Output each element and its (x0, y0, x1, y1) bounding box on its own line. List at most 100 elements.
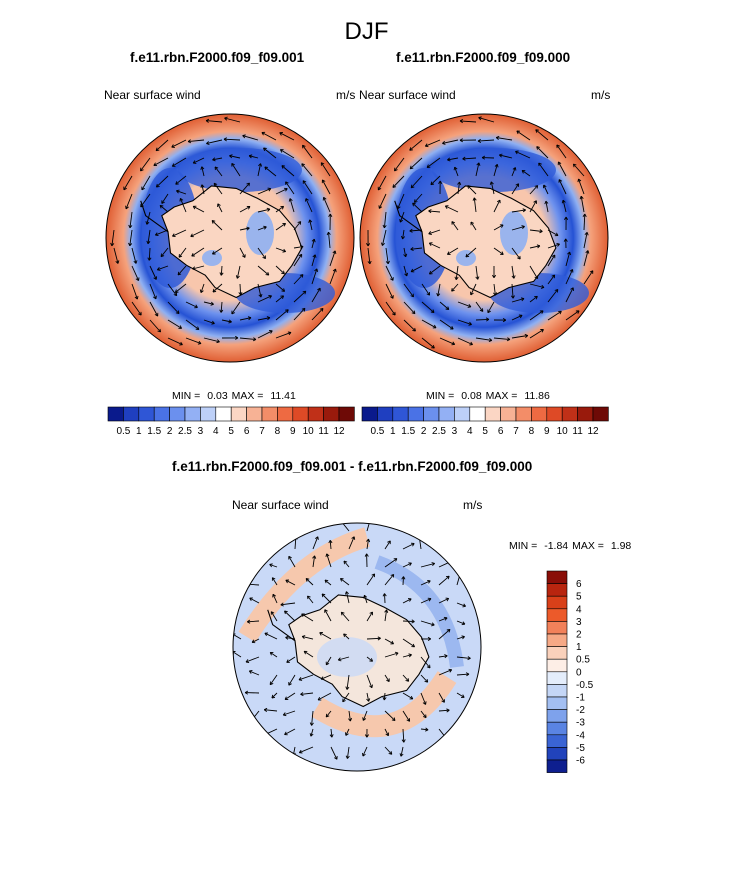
wind-vector-head (125, 205, 129, 210)
wind-vector-head (134, 295, 139, 300)
wind-vector-head (263, 707, 268, 712)
wind-vector-head (269, 681, 274, 686)
wind-vector (214, 166, 223, 177)
wind-vector (366, 637, 381, 640)
panel-2-title: f.e11.rbn.F2000.f09_f09.000 (396, 50, 571, 65)
wind-vector-head (561, 199, 566, 204)
wind-vector (516, 130, 531, 141)
wind-vector (366, 573, 375, 586)
wind-vector (311, 268, 318, 285)
wind-vector (547, 289, 559, 303)
wind-vector (412, 202, 423, 213)
wind-vector-head (364, 734, 369, 738)
wind-vector-head (487, 309, 491, 314)
wind-vector (367, 247, 371, 264)
wind-vector-head (589, 270, 594, 274)
wind-vector-head (324, 609, 328, 613)
wind-vector-head (515, 150, 519, 155)
colorbar-tick-label: 5 (228, 426, 234, 437)
wind-vector-head (176, 189, 180, 194)
wind-vector (493, 283, 496, 296)
wind-vector (264, 632, 278, 640)
wind-vector (293, 221, 302, 231)
wind-vector (307, 595, 314, 604)
colorbar-swatch (323, 406, 340, 422)
wind-vector-head (512, 167, 517, 171)
wind-vector (385, 247, 389, 264)
wind-vector (129, 229, 133, 246)
wind-vector-head (462, 603, 466, 608)
wind-vector-head (401, 576, 406, 580)
wind-vector (477, 139, 495, 142)
wind-vector (345, 591, 350, 604)
wind-vector-head (281, 270, 285, 275)
wind-vector (384, 728, 389, 736)
wind-vector (155, 139, 169, 152)
wind-vector (167, 283, 178, 296)
wind-vector (409, 157, 423, 170)
wind-vector (320, 162, 331, 177)
wind-vector (421, 283, 430, 296)
wind-vector-head (206, 141, 210, 146)
colorbar-swatch (500, 406, 517, 422)
wind-vector-head (367, 260, 372, 265)
wind-vector-head (178, 254, 183, 258)
wind-vector-head (263, 225, 267, 230)
wind-vector (257, 208, 271, 213)
wind-vector (385, 283, 394, 299)
colorbar-tick-label: 7 (259, 426, 265, 437)
wind-vector-head (409, 695, 414, 700)
panel-1-max-label: MAX = (231, 390, 264, 402)
wind-vector-head (554, 232, 559, 237)
wind-vector-head (270, 611, 275, 615)
wind-vector-head (384, 609, 389, 613)
wind-vector-head (567, 251, 572, 256)
wind-vector (511, 335, 528, 339)
wind-vector (284, 692, 296, 700)
wind-vector-head (303, 650, 308, 655)
wind-vector (529, 310, 544, 321)
wind-vector (257, 330, 273, 339)
wind-vector (475, 301, 484, 312)
wind-vector-head (426, 164, 431, 168)
wind-vector-head (153, 162, 158, 167)
colorbar-tick-label: 2 (421, 426, 427, 437)
wind-vector-head (410, 184, 415, 189)
wind-vector-head (342, 698, 346, 703)
wind-vector-head (199, 289, 204, 293)
wind-vector (340, 578, 350, 586)
colorbar-tick-label: 4 (576, 604, 582, 615)
wind-vector (475, 318, 489, 321)
panel-1-minmax: MIN = 0.03 MAX = 11.41 (172, 390, 296, 402)
wind-vector-head (140, 167, 144, 172)
colorbar-swatch (546, 621, 568, 635)
wind-vector (149, 319, 161, 333)
wind-vector (445, 205, 459, 213)
wind-vector-head (449, 326, 454, 330)
wind-vector-head (351, 536, 356, 540)
wind-vector (430, 175, 441, 186)
wind-vector-head (157, 328, 162, 333)
wind-vector-head (462, 156, 466, 161)
colorbar-swatch (561, 406, 578, 422)
wind-vector (257, 295, 272, 303)
panel-1-min: 0.03 (207, 390, 228, 402)
wind-vector (242, 135, 259, 141)
wind-vector-head (224, 116, 228, 121)
wind-vector (456, 673, 470, 676)
wind-vector-head (128, 224, 133, 229)
wind-vector-head (319, 307, 324, 312)
wind-vector-head (428, 209, 432, 214)
wind-vector-head (411, 310, 416, 315)
wind-vector (324, 579, 332, 586)
wind-vector-head (319, 632, 323, 636)
colorbar-swatch (377, 406, 394, 422)
wind-vector (340, 611, 350, 622)
wind-vector-head (171, 163, 176, 167)
wind-vector-head (585, 250, 590, 254)
colorbar-tick-label: 1 (136, 426, 142, 437)
wind-vector (496, 137, 513, 141)
wind-vector-head (172, 233, 176, 238)
wind-vector (428, 210, 441, 213)
